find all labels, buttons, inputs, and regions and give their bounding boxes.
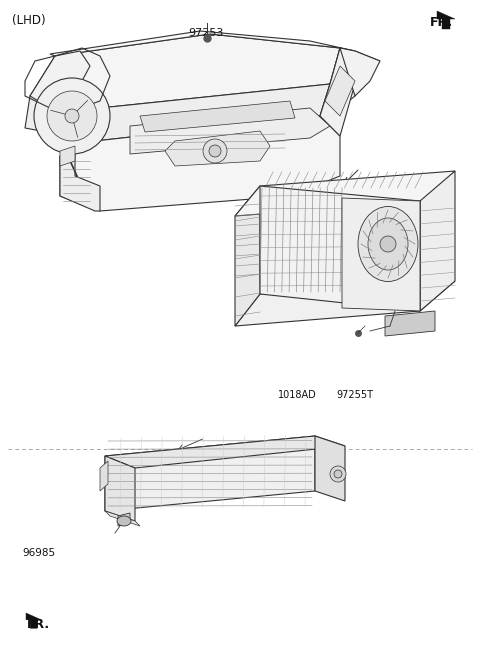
Polygon shape: [30, 34, 340, 108]
Ellipse shape: [117, 516, 131, 526]
Polygon shape: [30, 51, 90, 108]
Text: 97255T: 97255T: [336, 390, 373, 400]
Polygon shape: [235, 186, 260, 326]
Polygon shape: [342, 198, 420, 311]
Ellipse shape: [358, 207, 418, 281]
Polygon shape: [320, 48, 360, 116]
Polygon shape: [235, 281, 455, 326]
Ellipse shape: [368, 218, 408, 270]
Polygon shape: [385, 311, 435, 336]
Polygon shape: [320, 48, 360, 136]
Text: 96985: 96985: [22, 548, 55, 558]
Polygon shape: [105, 456, 135, 521]
Text: FR.: FR.: [26, 618, 49, 631]
Circle shape: [34, 78, 110, 154]
Circle shape: [209, 145, 221, 157]
Circle shape: [330, 466, 346, 482]
Text: REF.97-971: REF.97-971: [298, 254, 356, 264]
Text: 1018AD: 1018AD: [278, 390, 317, 400]
Polygon shape: [130, 108, 330, 154]
Polygon shape: [140, 101, 295, 132]
Polygon shape: [105, 436, 315, 511]
Polygon shape: [25, 84, 330, 141]
Polygon shape: [60, 146, 75, 166]
Circle shape: [65, 109, 79, 123]
Polygon shape: [340, 48, 380, 96]
Circle shape: [334, 470, 342, 478]
Polygon shape: [50, 31, 380, 61]
Polygon shape: [60, 146, 100, 211]
Polygon shape: [260, 186, 420, 311]
Polygon shape: [325, 66, 355, 116]
Polygon shape: [420, 171, 455, 311]
Text: REF.86-865: REF.86-865: [163, 472, 221, 482]
Polygon shape: [437, 11, 455, 29]
Circle shape: [203, 139, 227, 163]
Polygon shape: [118, 513, 130, 526]
Circle shape: [380, 236, 396, 252]
Text: (LHD): (LHD): [12, 14, 46, 28]
Polygon shape: [315, 436, 345, 501]
Text: 97253: 97253: [189, 28, 224, 37]
Polygon shape: [235, 171, 455, 216]
Polygon shape: [105, 436, 345, 468]
Text: FR.: FR.: [430, 16, 453, 30]
Polygon shape: [26, 613, 41, 628]
Polygon shape: [105, 511, 140, 526]
Polygon shape: [60, 116, 340, 211]
Polygon shape: [100, 461, 108, 491]
Polygon shape: [165, 131, 270, 166]
Circle shape: [47, 91, 97, 141]
